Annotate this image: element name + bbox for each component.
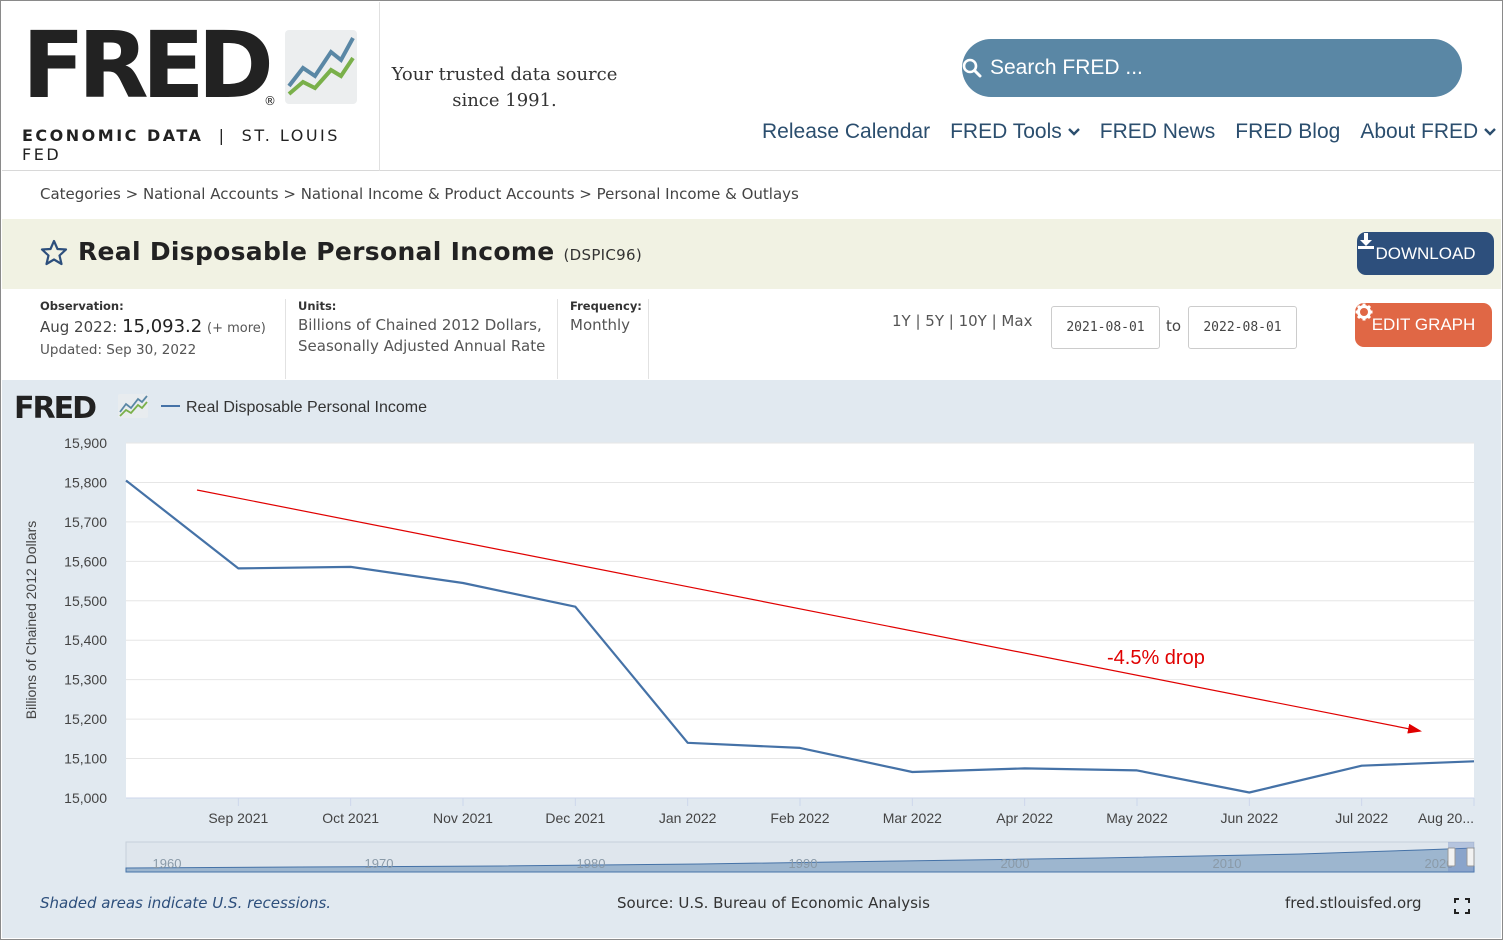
navigator-label: 1990 bbox=[789, 856, 818, 871]
navigator-handle-left[interactable] bbox=[1448, 848, 1455, 866]
data-point[interactable] bbox=[1243, 786, 1255, 798]
navigator-label: 1980 bbox=[577, 856, 606, 871]
site-link[interactable]: fred.stlouisfed.org bbox=[1285, 894, 1422, 912]
y-tick-label: 15,600 bbox=[64, 553, 107, 569]
x-tick-label: Sep 2021 bbox=[208, 810, 268, 826]
data-point[interactable] bbox=[345, 561, 357, 573]
y-tick-label: 15,500 bbox=[64, 593, 107, 609]
navigator-label: 1970 bbox=[365, 856, 394, 871]
x-tick-label: Feb 2022 bbox=[770, 810, 829, 826]
x-tick-label: Apr 2022 bbox=[996, 810, 1053, 826]
y-tick-label: 15,400 bbox=[64, 632, 107, 648]
navigator-handle-right[interactable] bbox=[1467, 848, 1474, 866]
y-axis-label: Billions of Chained 2012 Dollars bbox=[23, 521, 39, 719]
x-tick-label: May 2022 bbox=[1106, 810, 1168, 826]
navigator-label: 2010 bbox=[1213, 856, 1242, 871]
data-point[interactable] bbox=[569, 601, 581, 613]
data-point[interactable] bbox=[1019, 762, 1031, 774]
data-point[interactable] bbox=[1356, 760, 1368, 772]
data-point[interactable] bbox=[1468, 755, 1480, 767]
y-tick-label: 15,000 bbox=[64, 790, 107, 806]
chart-fred-logo: FRED bbox=[14, 391, 96, 426]
y-tick-label: 15,300 bbox=[64, 672, 107, 688]
expand-icon[interactable] bbox=[1454, 898, 1470, 914]
data-point[interactable] bbox=[1131, 764, 1143, 776]
x-tick-label: Jul 2022 bbox=[1335, 810, 1388, 826]
data-point[interactable] bbox=[794, 742, 806, 754]
x-tick-label: Oct 2021 bbox=[322, 810, 379, 826]
x-tick-label: Dec 2021 bbox=[545, 810, 605, 826]
y-tick-label: 15,700 bbox=[64, 514, 107, 530]
y-tick-label: 15,800 bbox=[64, 474, 107, 490]
source-note: Source: U.S. Bureau of Economic Analysis bbox=[617, 894, 930, 912]
navigator-label: 2000 bbox=[1001, 856, 1030, 871]
annotation-label: -4.5% drop bbox=[1107, 647, 1205, 669]
fred-chart-icon bbox=[118, 394, 148, 418]
x-tick-label: Jan 2022 bbox=[659, 810, 717, 826]
data-point[interactable] bbox=[906, 766, 918, 778]
legend-label: Real Disposable Personal Income bbox=[186, 399, 427, 416]
data-point[interactable] bbox=[457, 577, 469, 589]
data-point[interactable] bbox=[232, 562, 244, 574]
x-tick-label: Nov 2021 bbox=[433, 810, 493, 826]
navigator-label: 1960 bbox=[153, 856, 182, 871]
x-tick-label: Aug 20... bbox=[1418, 810, 1474, 826]
data-point[interactable] bbox=[682, 737, 694, 749]
recession-note: Shaded areas indicate U.S. recessions. bbox=[40, 894, 331, 912]
x-tick-label: Jun 2022 bbox=[1221, 810, 1279, 826]
x-tick-label: Mar 2022 bbox=[883, 810, 942, 826]
y-tick-label: 15,200 bbox=[64, 711, 107, 727]
data-point[interactable] bbox=[120, 474, 132, 486]
y-tick-label: 15,900 bbox=[64, 435, 107, 451]
y-tick-label: 15,100 bbox=[64, 751, 107, 767]
